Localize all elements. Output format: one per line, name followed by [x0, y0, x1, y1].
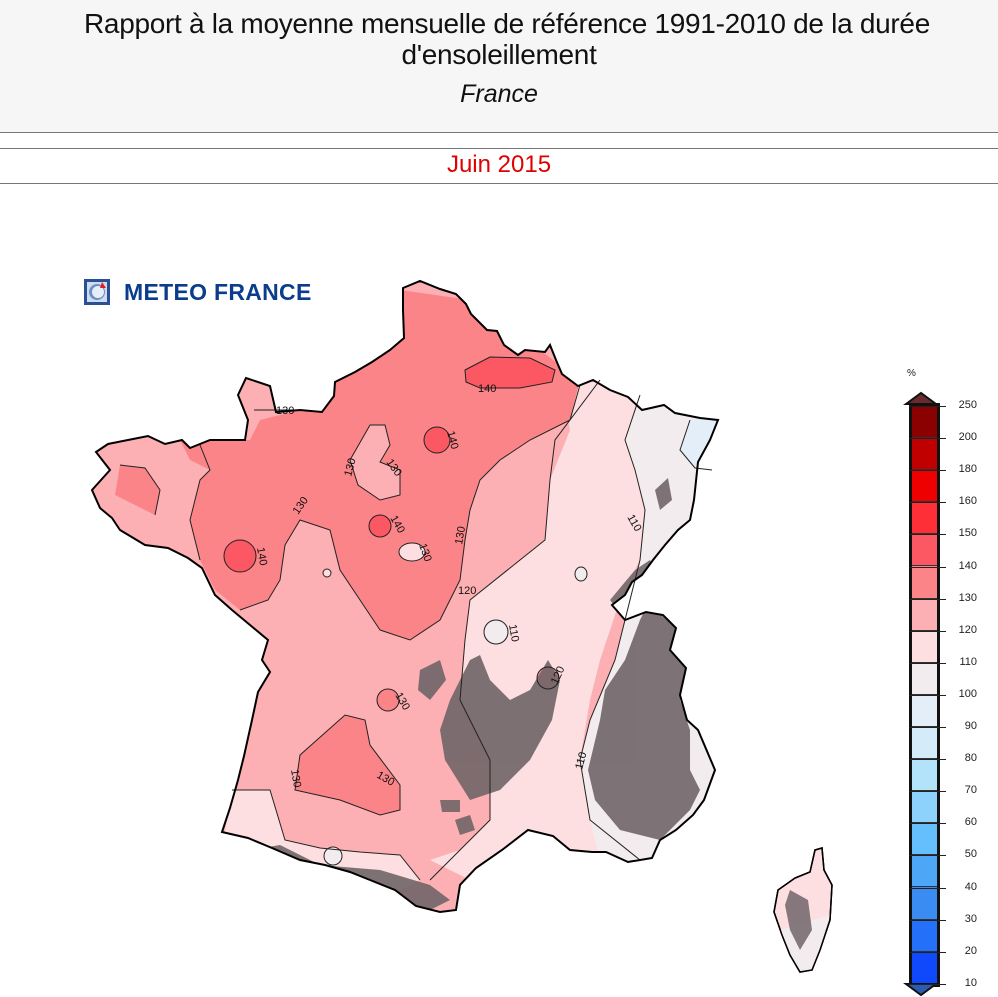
legend-swatch: [912, 823, 937, 856]
legend-label: 200: [958, 431, 977, 444]
legend-swatch: [912, 726, 937, 760]
legend-tick: [909, 470, 946, 472]
legend-label: 40: [964, 880, 977, 893]
legend-tick: [909, 502, 946, 504]
legend-label: 120: [958, 623, 977, 636]
legend-tick: [909, 919, 946, 921]
legend-tick: [909, 598, 946, 600]
contour-label: 140: [254, 546, 269, 566]
legend-label: 150: [958, 527, 977, 540]
legend-color-bar: [909, 403, 940, 987]
contour-label: 140: [478, 383, 496, 395]
meteo-france-logo-icon: [84, 278, 112, 306]
contour-label: 110: [573, 751, 589, 771]
legend-tick: [909, 438, 946, 440]
legend-tick: [909, 694, 946, 696]
legend-tick: [909, 951, 946, 953]
legend-tick: [909, 566, 946, 568]
region-subtitle: France: [460, 80, 538, 108]
legend-swatch: [912, 566, 937, 599]
legend-swatch: [912, 919, 937, 952]
legend-swatch: [912, 406, 937, 439]
legend-label: 20: [964, 944, 977, 957]
contour-label: 130: [342, 457, 358, 478]
legend-swatch: [912, 951, 937, 984]
legend-swatch: [912, 694, 937, 727]
legend-swatch: [912, 598, 937, 631]
legend-tick: [909, 727, 946, 728]
legend-tick: [909, 855, 946, 857]
header: Rapport à la moyenne mensuelle de référe…: [0, 0, 998, 133]
legend-tick: [909, 887, 946, 889]
contour-label: 120: [458, 585, 476, 597]
legend-swatch: [912, 791, 937, 824]
legend-swatch: [912, 438, 937, 471]
legend-label: 110: [959, 655, 977, 668]
legend-label: 60: [964, 816, 977, 829]
legend-swatch: [912, 855, 937, 888]
period-label: Juin 2015: [446, 151, 552, 178]
contour-label: 130: [288, 768, 303, 788]
legend-tick: [909, 662, 946, 664]
color-legend: % 250 200 180 160 150 140 130 120 110 100 90 80 70 60…: [890, 368, 998, 997]
corsica: [773, 847, 833, 973]
legend-label: 10: [964, 976, 977, 989]
legend-label: 90: [964, 720, 977, 732]
legend-label: 180: [958, 463, 977, 476]
legend-tick: [909, 406, 946, 407]
legend-swatch: [912, 662, 937, 695]
period-bar: [0, 148, 998, 184]
contour-label: 130: [416, 542, 434, 563]
contour-label: 140: [444, 430, 460, 451]
legend-swatch: [912, 470, 937, 503]
legend-label: 80: [964, 752, 977, 765]
legend-tick: [909, 759, 946, 761]
contour-label: 110: [506, 623, 521, 642]
legend-tick: [909, 630, 946, 632]
map-title-line2: d'ensoleillement: [401, 39, 597, 70]
legend-swatch: [912, 759, 937, 792]
legend-label: 130: [958, 591, 977, 604]
legend-tick: [909, 791, 946, 793]
legend-label: 70: [964, 784, 977, 797]
legend-label: 140: [958, 559, 977, 572]
contour-label: 130: [453, 525, 468, 545]
legend-unit: %: [907, 368, 916, 379]
meteo-france-logo: METEO FRANCE: [84, 278, 312, 306]
legend-swatch: [912, 534, 937, 567]
legend-swatch: [912, 630, 937, 663]
france-sunshine-map: 130 140 130 130 140 140 130 140 130 130 …: [90, 279, 833, 973]
legend-tick: [909, 983, 946, 985]
logo-text: METEO FRANCE: [124, 278, 312, 305]
legend-label: 100: [958, 687, 977, 700]
legend-tick: [909, 534, 946, 536]
legend-swatch: [912, 887, 937, 920]
legend-label: 30: [964, 912, 977, 925]
legend-label: 160: [958, 495, 977, 508]
map-title-line1: Rapport à la moyenne mensuelle de référe…: [84, 8, 930, 39]
legend-tick: [909, 823, 946, 825]
legend-label: 250: [958, 399, 977, 411]
legend-label: 50: [964, 848, 977, 861]
legend-swatch: [912, 502, 937, 535]
